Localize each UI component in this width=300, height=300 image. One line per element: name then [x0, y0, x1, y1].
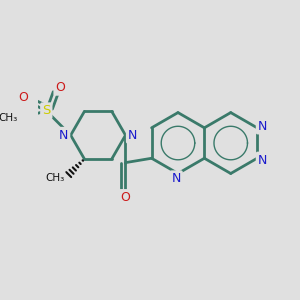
Text: S: S	[42, 104, 50, 117]
Text: N: N	[258, 120, 267, 133]
Text: CH₃: CH₃	[0, 113, 18, 123]
Text: N: N	[258, 154, 267, 166]
Text: N: N	[172, 172, 181, 185]
Text: N: N	[59, 129, 68, 142]
Text: N: N	[128, 129, 137, 142]
Text: O: O	[121, 191, 130, 204]
Text: O: O	[55, 81, 65, 94]
Text: O: O	[18, 91, 28, 104]
Text: CH₃: CH₃	[45, 173, 64, 183]
